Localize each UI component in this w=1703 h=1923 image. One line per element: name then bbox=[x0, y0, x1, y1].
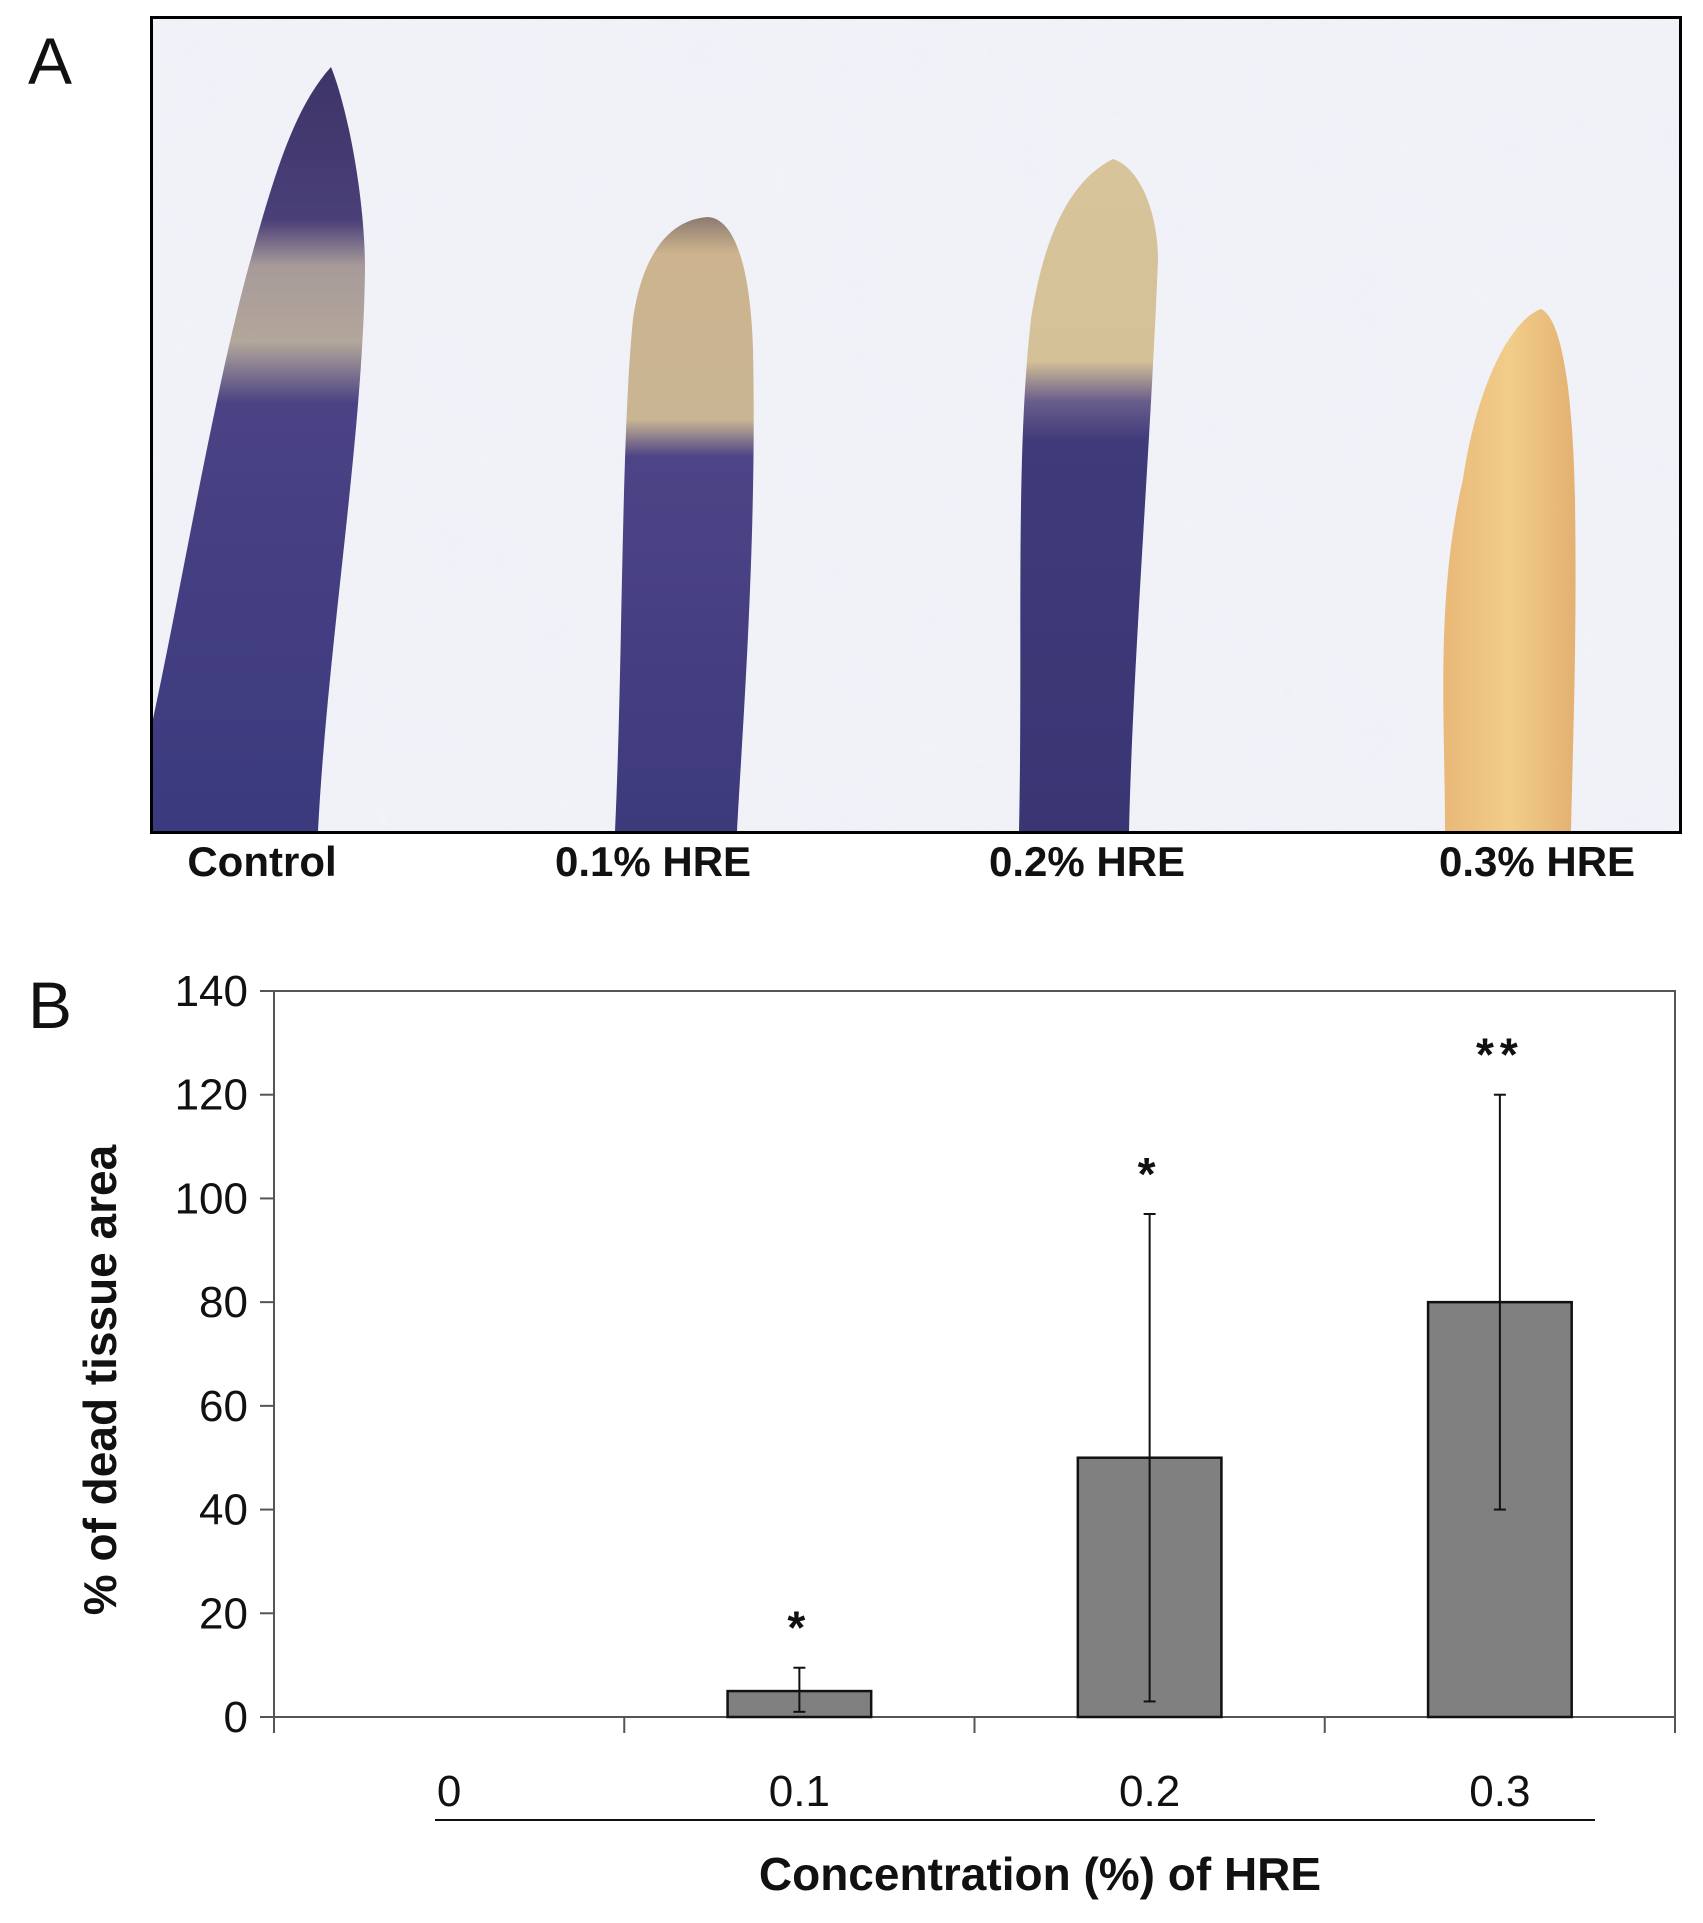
panel-b-letter: B bbox=[28, 968, 73, 1042]
hre-0.2-leaf bbox=[1019, 159, 1158, 831]
y-tick-label: 120 bbox=[175, 1071, 248, 1120]
x-tick-label: 0 bbox=[437, 1767, 461, 1816]
hre-0.1-leaf bbox=[615, 217, 754, 831]
y-axis-title: % of dead tissue area bbox=[74, 1144, 126, 1615]
significance-marker: * bbox=[1138, 1148, 1162, 1200]
y-tick-label: 140 bbox=[175, 967, 248, 1016]
control-leaf bbox=[153, 67, 365, 831]
photo-label-hre-0.3: 0.3% HRE bbox=[1438, 838, 1636, 885]
dead-tissue-bar-chart: 0 20 40 60 80 100 120 140 0 * 0.1 * 0.2 ** 0.3 % of de… bbox=[74, 967, 1676, 1900]
photo-label-control: Control bbox=[187, 838, 337, 885]
x-axis-title: Concentration (%) of HRE bbox=[759, 1848, 1321, 1900]
y-tick-label: 0 bbox=[224, 1693, 248, 1742]
y-tick-label: 60 bbox=[199, 1382, 248, 1431]
photo-label-hre-0.2: 0.2% HRE bbox=[988, 838, 1186, 885]
significance-marker: ** bbox=[1476, 1029, 1524, 1081]
stained-tissue-photo bbox=[150, 16, 1682, 834]
hre-0.3-leaf bbox=[1443, 309, 1576, 831]
y-tick-label: 100 bbox=[175, 1174, 248, 1223]
x-tick-label: 0.2 bbox=[1119, 1767, 1180, 1816]
panel-a-letter: A bbox=[28, 24, 73, 98]
y-tick-label: 80 bbox=[199, 1278, 248, 1327]
photo-label-hre-0.1: 0.1% HRE bbox=[554, 838, 752, 885]
significance-marker: * bbox=[787, 1602, 811, 1654]
x-tick-label: 0.1 bbox=[769, 1767, 830, 1816]
x-tick-label: 0.3 bbox=[1469, 1767, 1530, 1816]
y-tick-label: 40 bbox=[199, 1486, 248, 1535]
y-tick-label: 20 bbox=[199, 1589, 248, 1638]
